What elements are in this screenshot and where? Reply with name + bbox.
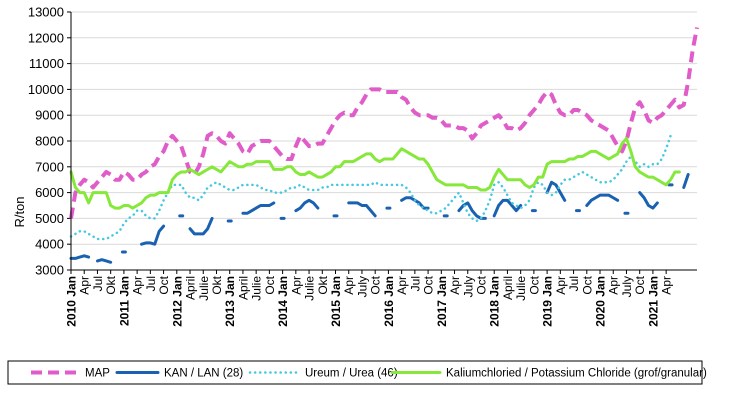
x-tick-label: 2016 Jan: [382, 276, 396, 327]
x-tick-label: Okt: [104, 275, 118, 294]
x-tick-label: Oct: [422, 275, 436, 294]
y-tick-label: 4000: [35, 237, 64, 252]
y-axis-label: R/ton: [12, 196, 27, 227]
x-axis-ticks: 2010 Jan Apr Jul Okt 2011 Jan Apr Jul Oct 2012 J…: [65, 270, 674, 327]
y-axis-ticks: 3000 4000 5000 6000 7000 8000 9000 10000 11000 12…: [28, 5, 71, 278]
x-tick-label: Okt: [210, 275, 224, 294]
y-tick-label: 6000: [35, 185, 64, 200]
x-tick-label: 2017 Jan: [435, 276, 449, 327]
gridlines: [71, 11, 697, 271]
x-tick-label: 2012 Jan: [170, 276, 184, 327]
x-tick-label: Jul: [91, 276, 105, 291]
series-line-0: [69, 27, 699, 219]
y-tick-label: 12000: [28, 30, 64, 45]
legend-box: [7, 360, 703, 385]
x-tick-label: Okt: [316, 275, 330, 294]
x-tick-label: April: [236, 276, 250, 300]
x-tick-label: Julie: [250, 276, 264, 301]
x-tick-label: July: [461, 276, 475, 297]
y-tick-label: 3000: [35, 263, 64, 278]
x-tick-label: Oct: [369, 275, 383, 294]
y-tick-label: 11000: [29, 56, 64, 71]
x-tick-label: Jul: [567, 276, 581, 291]
y-tick-label: 9000: [35, 108, 64, 123]
x-tick-label: 2018 Jan: [488, 276, 502, 327]
y-tick-label: 10000: [28, 82, 64, 97]
x-tick-label: July: [355, 276, 369, 297]
legend-label-3: Kaliumchloried / Potassium Chloride (gro…: [446, 368, 707, 380]
x-tick-label: 2019 Jan: [541, 276, 555, 327]
legend-label-0: MAP: [85, 368, 110, 380]
x-tick-label: 2015 Jan: [329, 276, 343, 327]
x-tick-label: 2014 Jan: [276, 276, 290, 327]
y-tick-label: 13000: [28, 5, 64, 20]
x-tick-label: Apr: [289, 276, 303, 295]
legend-label-1: KAN / LAN (28): [164, 368, 243, 380]
x-tick-label: 2011 Jan: [117, 276, 131, 326]
x-tick-label: July: [620, 276, 634, 297]
x-tick-label: April: [501, 276, 515, 300]
x-tick-label: Julie: [197, 276, 211, 301]
x-tick-label: April: [184, 276, 198, 300]
x-tick-label: 2013 Jan: [223, 276, 237, 327]
x-tick-label: Apr: [78, 276, 92, 295]
plot-area-lines: [69, 27, 699, 264]
series-path: [69, 27, 699, 219]
y-tick-label: 5000: [35, 211, 64, 226]
legend-label-2: Ureum / Urea (46): [305, 368, 398, 380]
x-tick-label: Apr: [554, 276, 568, 295]
x-tick-label: Apr: [607, 276, 621, 295]
x-tick-label: Apr: [395, 276, 409, 295]
x-tick-label: Julie: [514, 276, 528, 301]
y-tick-label: 7000: [35, 159, 64, 174]
series-path: [69, 136, 681, 210]
x-tick-label: Oct: [157, 275, 171, 294]
x-tick-label: Apr: [131, 276, 145, 295]
legend: MAP KAN / LAN (28) Ureum / Urea (46) Kalium…: [7, 360, 707, 385]
x-tick-label: Jul: [408, 276, 422, 291]
x-tick-label: Oct: [633, 275, 647, 294]
x-tick-label: Apr: [342, 276, 356, 295]
x-tick-label: Oct: [263, 275, 277, 294]
x-tick-label: Apr: [660, 276, 674, 295]
x-tick-label: Julie: [303, 276, 317, 301]
x-tick-label: Oct: [527, 275, 541, 294]
x-tick-label: 2021 Jan: [646, 276, 660, 327]
x-tick-label: 2010 Jan: [65, 276, 79, 327]
x-tick-label: 2020 Jan: [594, 276, 608, 327]
y-tick-label: 8000: [35, 134, 64, 149]
x-tick-label: Oct: [474, 275, 488, 294]
series-line-3: [69, 136, 681, 210]
x-tick-label: Apr: [448, 276, 462, 295]
x-tick-label: Oct: [580, 275, 594, 294]
x-tick-label: Jul: [144, 276, 158, 291]
